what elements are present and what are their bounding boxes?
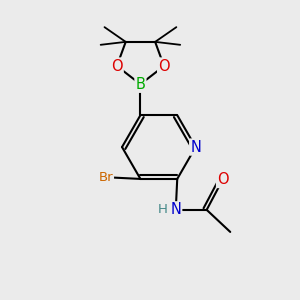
Text: O: O xyxy=(217,172,229,187)
Text: O: O xyxy=(158,58,170,74)
Text: N: N xyxy=(170,202,181,217)
Text: H: H xyxy=(158,203,167,216)
Text: O: O xyxy=(111,58,123,74)
Text: B: B xyxy=(136,77,146,92)
Text: Br: Br xyxy=(98,171,113,184)
Text: N: N xyxy=(190,140,201,154)
